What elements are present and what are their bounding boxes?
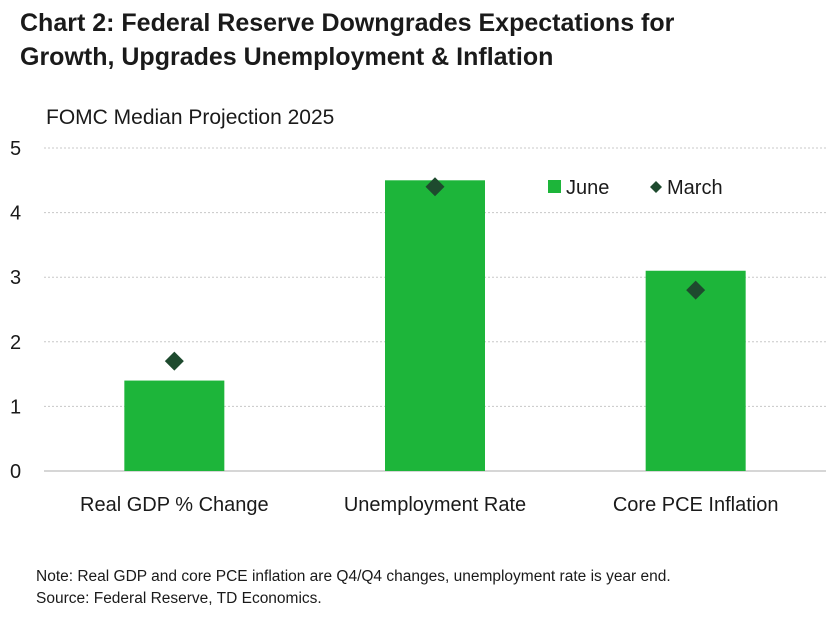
legend-label-march: March [667,177,723,199]
chart-title: Chart 2: Federal Reserve Downgrades Expe… [20,6,820,74]
chart-title-line1: Chart 2: Federal Reserve Downgrades Expe… [20,9,675,37]
y-tick-label: 5 [10,138,21,160]
legend-swatch-june [548,180,561,193]
x-category-label: Unemployment Rate [344,494,526,516]
chart-footnote: Note: Real GDP and core PCE inflation ar… [36,566,671,610]
bar-june [124,380,225,471]
source-text: Source: Federal Reserve, TD Economics. [36,590,322,607]
note-text: Note: Real GDP and core PCE inflation ar… [36,568,671,585]
x-category-label: Real GDP % Change [80,494,269,516]
marker-march [425,177,445,197]
bar-june [645,270,746,471]
y-tick-label: 0 [10,461,21,483]
legend-swatch-march [650,181,662,193]
chart-title-line2: Growth, Upgrades Unemployment & Inflatio… [20,43,554,71]
y-tick-label: 2 [10,332,21,354]
y-tick-label: 3 [10,267,21,289]
x-category-label: Core PCE Inflation [613,494,779,516]
y-tick-label: 4 [10,203,21,225]
marker-march [164,351,184,371]
chart-subtitle: FOMC Median Projection 2025 [46,106,335,129]
marker-march [686,280,706,300]
y-tick-label: 1 [10,396,21,418]
bar-june [385,180,485,472]
bar-chart: 0 1 2 3 4 5 Real GDP % Change Unemployment Rate… [10,138,826,516]
legend-label-june: June [566,177,609,199]
